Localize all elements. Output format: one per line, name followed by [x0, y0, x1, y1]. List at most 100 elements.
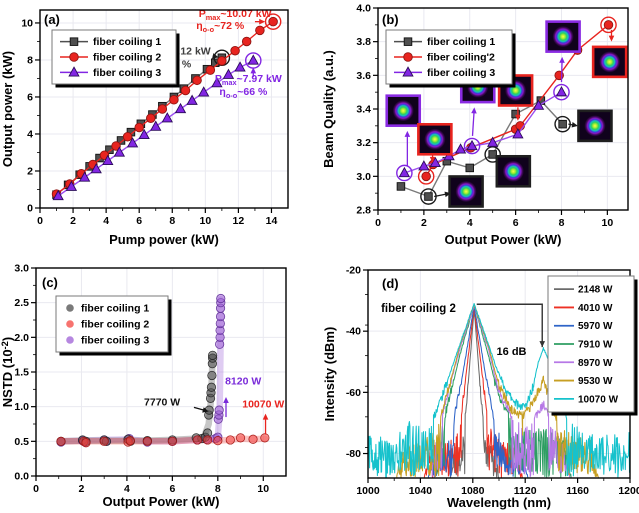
annotation-text: 10070 W — [242, 398, 284, 410]
x-tick-label: 12 — [233, 215, 245, 227]
data-point-marker — [418, 160, 430, 171]
legend-marker — [66, 336, 74, 344]
legend-label: 4010 W — [578, 303, 613, 314]
legend: 2148 W 4010 W 5970 W 7910 W 8970 W 9530 W 1007… — [547, 275, 638, 416]
data-point-dot — [213, 436, 223, 446]
data-point-dot — [206, 382, 217, 392]
data-point-marker — [198, 86, 210, 97]
x-axis-label: Wavelength (nm) — [447, 495, 551, 510]
data-point-marker — [488, 150, 497, 159]
data-point-marker — [102, 154, 114, 165]
highlight-ring — [264, 13, 282, 30]
data-point-dot — [235, 433, 246, 443]
beam-profile-inset — [385, 94, 422, 127]
data-point-marker — [222, 68, 235, 79]
data-point-marker — [126, 137, 139, 148]
data-point-marker — [234, 61, 246, 72]
legend-label: fiber coiling 3 — [81, 335, 149, 347]
annotation-arrow — [434, 193, 447, 198]
series-fiber-coiling-1 — [396, 96, 571, 205]
y-tick-label: 3.2 — [356, 137, 371, 149]
x-tick-label: 8 — [169, 215, 175, 227]
x-tick-label: 1040 — [409, 485, 433, 497]
annotation-arrow — [471, 112, 475, 136]
y-tick-label: 10 — [21, 17, 33, 29]
beam-profile-inset — [545, 20, 581, 53]
x-tick-label: 6 — [136, 215, 142, 227]
x-tick-label: 10 — [602, 217, 614, 229]
data-point-marker — [255, 25, 265, 36]
highlight-ring — [553, 83, 570, 101]
y-tick-label: 3.8 — [356, 36, 371, 48]
legend: fiber coiling 1 fiber coiling 2 fiber coil… — [55, 295, 172, 356]
data-point-marker — [487, 136, 499, 147]
data-point-marker — [247, 54, 259, 65]
data-point-dot — [215, 311, 226, 322]
highlight-ring — [463, 137, 481, 155]
data-point-dot — [260, 433, 270, 443]
y-tick-label: 4.0 — [356, 3, 371, 15]
legend-label: 5970 W — [578, 321, 613, 332]
y-axis-label: Intensity (dBm) — [322, 327, 337, 422]
x-tick-label: 1200 — [618, 485, 639, 497]
data-point-marker — [134, 122, 144, 133]
data-point-marker — [558, 119, 567, 129]
beam-spot — [599, 51, 621, 73]
series-fiber-coiling-3 — [396, 83, 570, 182]
x-tick-label: 1080 — [461, 485, 485, 497]
x-axis-label: Output Power (kW) — [103, 494, 220, 509]
data-point-marker — [603, 20, 614, 30]
data-point-marker — [192, 75, 202, 86]
arrow-head — [608, 35, 615, 42]
y-tick-label: 1.5 — [14, 367, 29, 379]
y-tick-label: 3.0 — [14, 263, 29, 275]
annotation-text: 7770 W — [144, 396, 180, 408]
data-point-dot — [192, 435, 202, 445]
x-tick-label: 14 — [266, 215, 278, 227]
data-point-marker — [52, 189, 64, 201]
data-point-dot — [81, 438, 91, 448]
y-axis-label: NSTD (10-2) — [0, 337, 15, 407]
arrow-head — [202, 407, 209, 413]
beam-profile-inset — [495, 154, 532, 188]
data-point-marker — [161, 112, 173, 123]
spectrum-10070-W — [367, 302, 631, 478]
data-point-marker — [150, 120, 162, 131]
data-point-marker — [511, 109, 520, 119]
beam-spot — [552, 26, 574, 48]
spectrum-9530-W — [396, 303, 600, 478]
x-tick-label: 0 — [37, 215, 43, 227]
arrow-head — [539, 341, 546, 348]
data-point-dot — [167, 436, 177, 446]
annotation-text: ηo-o~72 % — [196, 20, 245, 34]
data-point-dot — [56, 436, 66, 446]
legend-marker — [68, 66, 80, 77]
legend-label: fiber coiling 2 — [93, 52, 161, 64]
data-point-dot — [125, 436, 135, 446]
annotation-text: ηo-o~66 % — [219, 86, 268, 100]
x-tick-label: 4 — [124, 483, 130, 495]
beam-spot — [392, 100, 414, 122]
x-tick-label: 10 — [257, 483, 269, 495]
data-point-marker — [111, 141, 121, 151]
legend-label: fiber coiling 1 — [427, 36, 495, 48]
y-tick-label: -80 — [346, 448, 361, 460]
legend-label: 9530 W — [578, 376, 613, 387]
data-point-marker — [180, 85, 191, 96]
data-point-dot — [202, 435, 213, 445]
data-point-marker — [532, 99, 545, 110]
annotation-text: 8120 W — [225, 375, 261, 387]
data-point-dot — [142, 436, 152, 446]
annotation-text: Pmax~10.07 kW — [199, 8, 272, 22]
x-tick-label: 6 — [169, 483, 175, 495]
legend-label: fiber coiling 1 — [81, 303, 149, 315]
y-tick-label: 2.0 — [14, 332, 29, 344]
arrow-head — [223, 396, 229, 403]
legend: fiber coiling 1 fiber coiling'2 fiber coil… — [385, 29, 516, 88]
beam-profile-inset — [448, 175, 484, 208]
data-point-marker — [465, 163, 474, 173]
y-tick-label: 6 — [27, 91, 33, 103]
y-tick-label: 3.6 — [356, 70, 371, 82]
arrow-head — [259, 18, 266, 25]
data-point-dot — [99, 436, 109, 446]
